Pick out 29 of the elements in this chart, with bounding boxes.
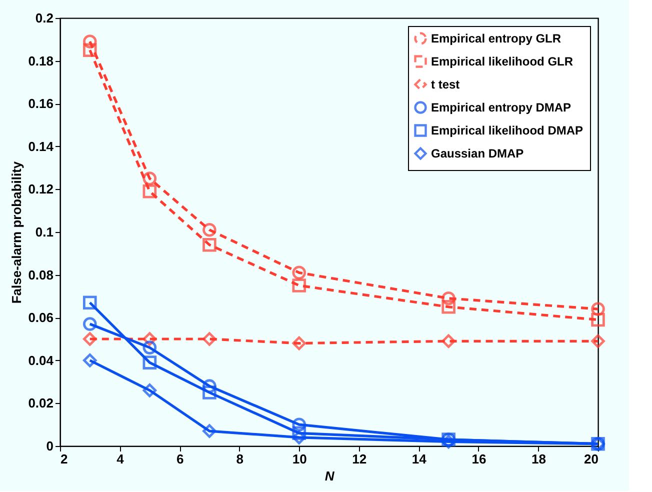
x-tick-label: 4 bbox=[116, 452, 125, 466]
y-tick-label: 0.14 bbox=[28, 138, 54, 154]
y-tick-label: 0.04 bbox=[28, 352, 54, 368]
x-tick-label: 10 bbox=[292, 452, 307, 466]
x-tick-label: 12 bbox=[352, 452, 367, 466]
legend-label: Gaussian DMAP bbox=[431, 146, 524, 160]
y-axis-title: False-alarm probability bbox=[9, 160, 24, 304]
y-tick-label: 0.18 bbox=[28, 53, 54, 68]
y-tick-label: 0.2 bbox=[35, 10, 54, 26]
legend-label: Empirical likelihood DMAP bbox=[431, 124, 584, 138]
x-tick-label: 16 bbox=[472, 452, 486, 466]
x-tick-label: 14 bbox=[412, 452, 428, 466]
y-tick-label: 0.06 bbox=[28, 310, 54, 326]
x-tick-label: 6 bbox=[176, 452, 184, 466]
x-tick-label: 2 bbox=[60, 452, 68, 466]
legend-label: t test bbox=[431, 78, 460, 92]
legend-label: Empirical entropy GLR bbox=[431, 32, 562, 46]
y-tick-label: 0.16 bbox=[28, 96, 54, 112]
x-tick-label: 20 bbox=[584, 452, 598, 466]
x-axis-title: N bbox=[324, 468, 335, 484]
x-tick-label: 8 bbox=[236, 452, 244, 466]
y-tick-label: 0.02 bbox=[28, 396, 54, 411]
legend-label: Empirical entropy DMAP bbox=[431, 100, 572, 114]
legend-label: Empirical likelihood GLR bbox=[431, 54, 574, 68]
y-tick-label: 0 bbox=[46, 438, 54, 454]
x-tick-label: 18 bbox=[531, 452, 546, 466]
y-tick-label: 0.12 bbox=[28, 182, 54, 197]
y-tick-label: 0.08 bbox=[28, 267, 54, 282]
y-tick-label: 0.1 bbox=[35, 224, 54, 240]
